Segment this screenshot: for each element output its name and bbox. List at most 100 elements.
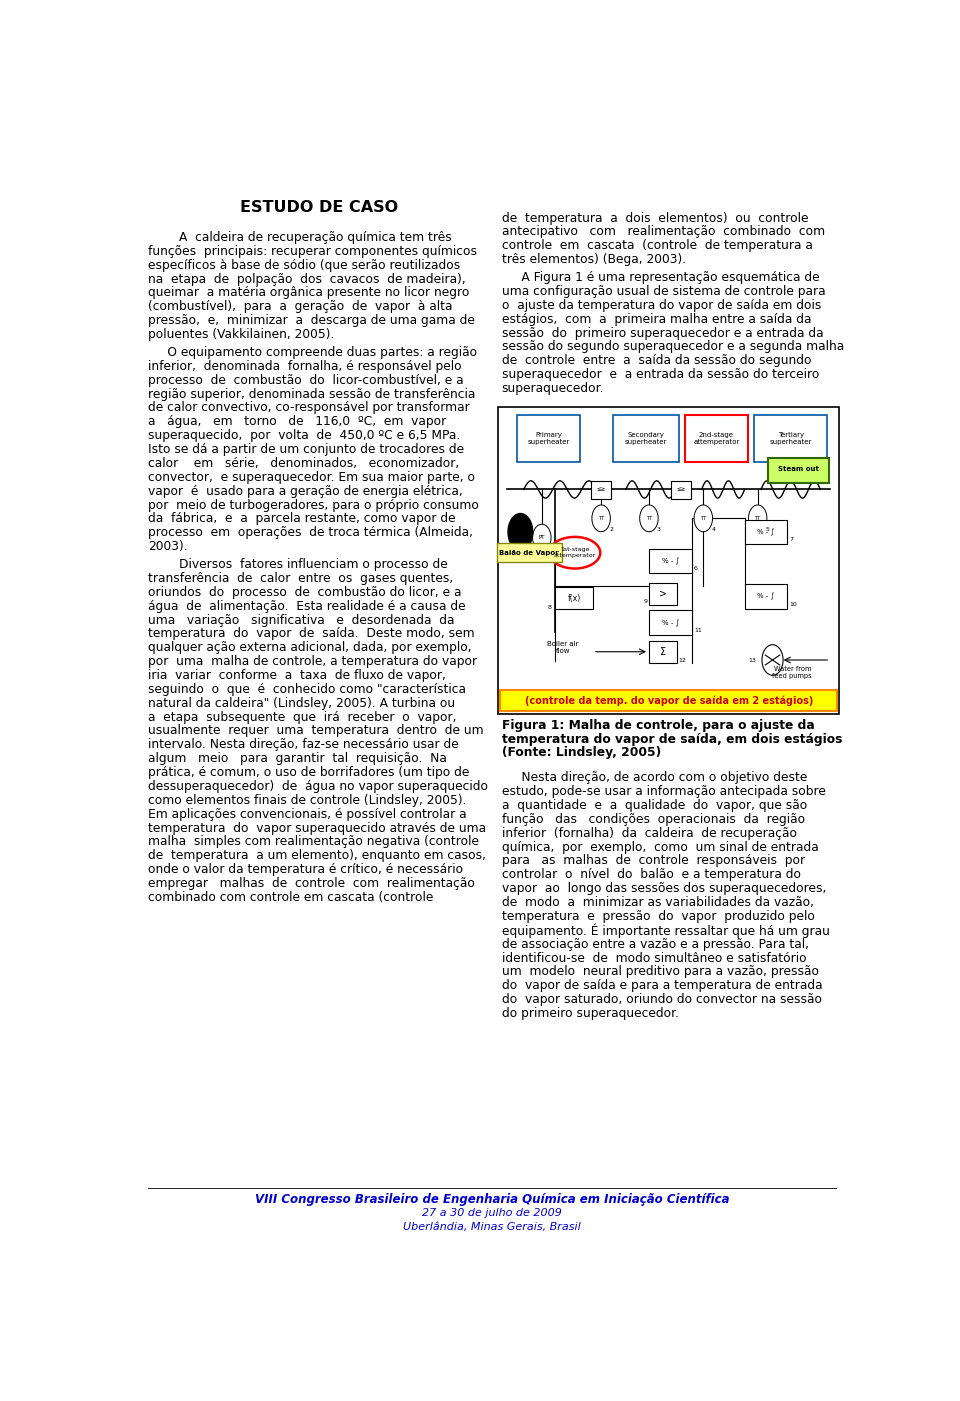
Text: prática, é comum, o uso de borrifadores (um tipo de: prática, é comum, o uso de borrifadores … [148, 766, 469, 779]
Text: 3: 3 [657, 527, 660, 532]
Text: para   as  malhas  de  controle  responsáveis  por: para as malhas de controle responsáveis … [502, 855, 804, 867]
Circle shape [694, 504, 712, 532]
Text: combinado com controle em cascata (controle: combinado com controle em cascata (contr… [148, 891, 434, 904]
Text: TT: TT [646, 516, 652, 521]
Text: qualquer ação externa adicional, dada, por exemplo,: qualquer ação externa adicional, dada, p… [148, 642, 472, 654]
Text: Secondary
superheater: Secondary superheater [624, 432, 667, 446]
Text: Σ: Σ [660, 647, 666, 657]
FancyBboxPatch shape [555, 587, 593, 609]
Text: superaquecido,  por  volta  de  450,0 ºC e 6,5 MPa.: superaquecido, por volta de 450,0 ºC e 6… [148, 429, 461, 443]
Text: ≤≥: ≤≥ [596, 488, 606, 493]
Text: por  uma  malha de controle, a temperatura do vapor: por uma malha de controle, a temperatura… [148, 656, 477, 668]
Text: 13: 13 [748, 657, 756, 663]
Text: VIII Congresso Brasileiro de Engenharia Química em Iniciação Científica: VIII Congresso Brasileiro de Engenharia … [254, 1194, 730, 1206]
Text: A Figura 1 é uma representação esquemática de: A Figura 1 é uma representação esquemáti… [502, 272, 819, 284]
Text: funções  principais: recuperar componentes químicos: funções principais: recuperar componente… [148, 245, 477, 258]
Text: de  temperatura  a um elemento), enquanto em casos,: de temperatura a um elemento), enquanto … [148, 849, 487, 862]
Text: malha  simples com realimentação negativa (controle: malha simples com realimentação negativa… [148, 835, 479, 849]
Text: queimar  a matéria orgânica presente no licor negro: queimar a matéria orgânica presente no l… [148, 286, 469, 300]
Text: 11: 11 [694, 628, 702, 633]
Text: do  vapor saturado, oriundo do convector na sessão: do vapor saturado, oriundo do convector … [502, 993, 822, 1006]
Text: iria  variar  conforme  a  taxa  de fluxo de vapor,: iria variar conforme a taxa de fluxo de … [148, 670, 446, 682]
Ellipse shape [508, 514, 533, 551]
Text: % - ∫: % - ∫ [661, 558, 679, 565]
Text: sessão  do  primeiro superaquecedor e a entrada da: sessão do primeiro superaquecedor e a en… [502, 326, 824, 339]
FancyBboxPatch shape [649, 611, 692, 635]
Text: A  caldeira de recuperação química tem três: A caldeira de recuperação química tem tr… [148, 231, 452, 244]
Text: TT: TT [598, 516, 605, 521]
Text: a  quantidade  e  a  qualidade  do  vapor, que são: a quantidade e a qualidade do vapor, que… [502, 799, 807, 813]
Text: estudo, pode-se usar a informação antecipada sobre: estudo, pode-se usar a informação anteci… [502, 785, 826, 799]
Text: na  etapa  de  polpação  dos  cavacos  de madeira),: na etapa de polpação dos cavacos de made… [148, 273, 466, 286]
Text: >: > [659, 588, 667, 600]
Text: o  ajuste da temperatura do vapor de saída em dois: o ajuste da temperatura do vapor de saíd… [502, 298, 821, 312]
Text: 2: 2 [609, 527, 613, 532]
Text: Uberlândia, Minas Gerais, Brasil: Uberlândia, Minas Gerais, Brasil [403, 1222, 581, 1231]
Text: (controle da temp. do vapor de saída em 2 estágios): (controle da temp. do vapor de saída em … [524, 695, 813, 706]
Text: equipamento. É importante ressaltar que há um grau: equipamento. É importante ressaltar que … [502, 923, 829, 939]
Text: vapor  ao  longo das sessões dos superaquecedores,: vapor ao longo das sessões dos superaque… [502, 883, 826, 895]
Text: 8: 8 [548, 605, 552, 611]
Text: Figura 1: Malha de controle, para o ajuste da: Figura 1: Malha de controle, para o ajus… [502, 719, 814, 731]
Text: de calor convectivo, co-responsável por transformar: de calor convectivo, co-responsável por … [148, 402, 470, 415]
Text: empregar   malhas  de  controle  com  realimentação: empregar malhas de controle com realimen… [148, 877, 475, 890]
Text: (Fonte: Lindsley, 2005): (Fonte: Lindsley, 2005) [502, 747, 660, 759]
Text: natural da caldeira" (Lindsley, 2005). A turbina ou: natural da caldeira" (Lindsley, 2005). A… [148, 696, 455, 710]
Text: % - ∫: % - ∫ [661, 619, 679, 626]
Text: 12: 12 [679, 657, 686, 663]
Text: 6: 6 [694, 566, 698, 572]
Text: de  controle  entre  a  saída da sessão do segundo: de controle entre a saída da sessão do s… [502, 354, 811, 367]
FancyBboxPatch shape [755, 415, 827, 462]
Text: Diversos  fatores influenciam o processo de: Diversos fatores influenciam o processo … [148, 558, 448, 572]
Text: ESTUDO DE CASO: ESTUDO DE CASO [240, 200, 398, 216]
Text: Water from
feed pumps: Water from feed pumps [773, 665, 812, 679]
Circle shape [592, 504, 611, 532]
Text: Steam out: Steam out [779, 465, 820, 472]
Text: Tertiary
superheater: Tertiary superheater [770, 432, 812, 446]
Text: antecipativo   com   realimentação  combinado  com: antecipativo com realimentação combinado… [502, 226, 825, 238]
Text: superaquecedor.: superaquecedor. [502, 382, 604, 395]
Bar [498, 408, 839, 715]
Text: região superior, denominada sessão de transferência: região superior, denominada sessão de tr… [148, 388, 475, 401]
Text: calor    em   série,   denominados,   economizador,: calor em série, denominados, economizado… [148, 457, 460, 469]
Text: 4: 4 [711, 527, 715, 532]
Circle shape [749, 504, 767, 532]
Text: estágios,  com  a  primeira malha entre a saída da: estágios, com a primeira malha entre a s… [502, 312, 811, 326]
Text: controlar  o  nível  do  balão  e a temperatura do: controlar o nível do balão e a temperatu… [502, 869, 801, 881]
Text: como elementos finais de controle (Lindsley, 2005).: como elementos finais de controle (Linds… [148, 794, 467, 807]
Text: (combustível),  para  a  geração  de  vapor  à alta: (combustível), para a geração de vapor à… [148, 300, 453, 314]
FancyBboxPatch shape [745, 584, 787, 609]
Text: temperatura  e  pressão  do  vapor  produzido pelo: temperatura e pressão do vapor produzido… [502, 909, 814, 923]
Text: temperatura  do  vapor  de  saída.  Deste modo, sem: temperatura do vapor de saída. Deste mod… [148, 628, 475, 640]
Text: a  etapa  subsequente  que  irá  receber  o  vapor,: a etapa subsequente que irá receber o va… [148, 710, 457, 723]
Ellipse shape [549, 537, 600, 569]
Text: específicos à base de sódio (que serão reutilizados: específicos à base de sódio (que serão r… [148, 259, 461, 272]
Text: convector,  e superaquecedor. Em sua maior parte, o: convector, e superaquecedor. Em sua maio… [148, 471, 475, 483]
Circle shape [639, 504, 659, 532]
Text: uma   variação   significativa   e  desordenada  da: uma variação significativa e desordenada… [148, 614, 455, 626]
FancyBboxPatch shape [649, 640, 677, 663]
Text: do primeiro superaquecedor.: do primeiro superaquecedor. [502, 1007, 679, 1020]
Text: da  fábrica,  e  a  parcela restante, como vapor de: da fábrica, e a parcela restante, como v… [148, 513, 456, 525]
FancyBboxPatch shape [745, 520, 787, 545]
Text: 1st-stage
attemperator: 1st-stage attemperator [554, 548, 596, 558]
FancyBboxPatch shape [497, 544, 562, 562]
FancyBboxPatch shape [768, 458, 828, 482]
Text: 9: 9 [643, 600, 647, 604]
Text: % - ∫: % - ∫ [757, 528, 775, 535]
Text: uma configuração usual de sistema de controle para: uma configuração usual de sistema de con… [502, 284, 826, 298]
Text: O equipamento compreende duas partes: a região: O equipamento compreende duas partes: a … [148, 346, 477, 359]
FancyBboxPatch shape [649, 549, 692, 573]
Text: um  modelo  neural preditivo para a vazão, pressão: um modelo neural preditivo para a vazão,… [502, 965, 819, 978]
Text: pressão,  e,  minimizar  a  descarga de uma gama de: pressão, e, minimizar a descarga de uma … [148, 314, 475, 328]
Text: poluentes (Vakkilainen, 2005).: poluentes (Vakkilainen, 2005). [148, 328, 335, 340]
Text: de  modo  a  minimizar as variabilidades da vazão,: de modo a minimizar as variabilidades da… [502, 897, 814, 909]
Text: 7: 7 [789, 538, 794, 542]
Text: do  vapor de saída e para a temperatura de entrada: do vapor de saída e para a temperatura d… [502, 979, 823, 992]
Text: PT: PT [539, 535, 545, 541]
Text: identificou-se  de  modo simultâneo e satisfatório: identificou-se de modo simultâneo e sati… [502, 951, 806, 964]
Text: por  meio de turbogeradores, para o próprio consumo: por meio de turbogeradores, para o própr… [148, 499, 479, 511]
Text: água  de  alimentação.  Esta realidade é a causa de: água de alimentação. Esta realidade é a … [148, 600, 466, 612]
Text: três elementos) (Bega, 2003).: três elementos) (Bega, 2003). [502, 254, 685, 266]
Text: TT: TT [700, 516, 707, 521]
